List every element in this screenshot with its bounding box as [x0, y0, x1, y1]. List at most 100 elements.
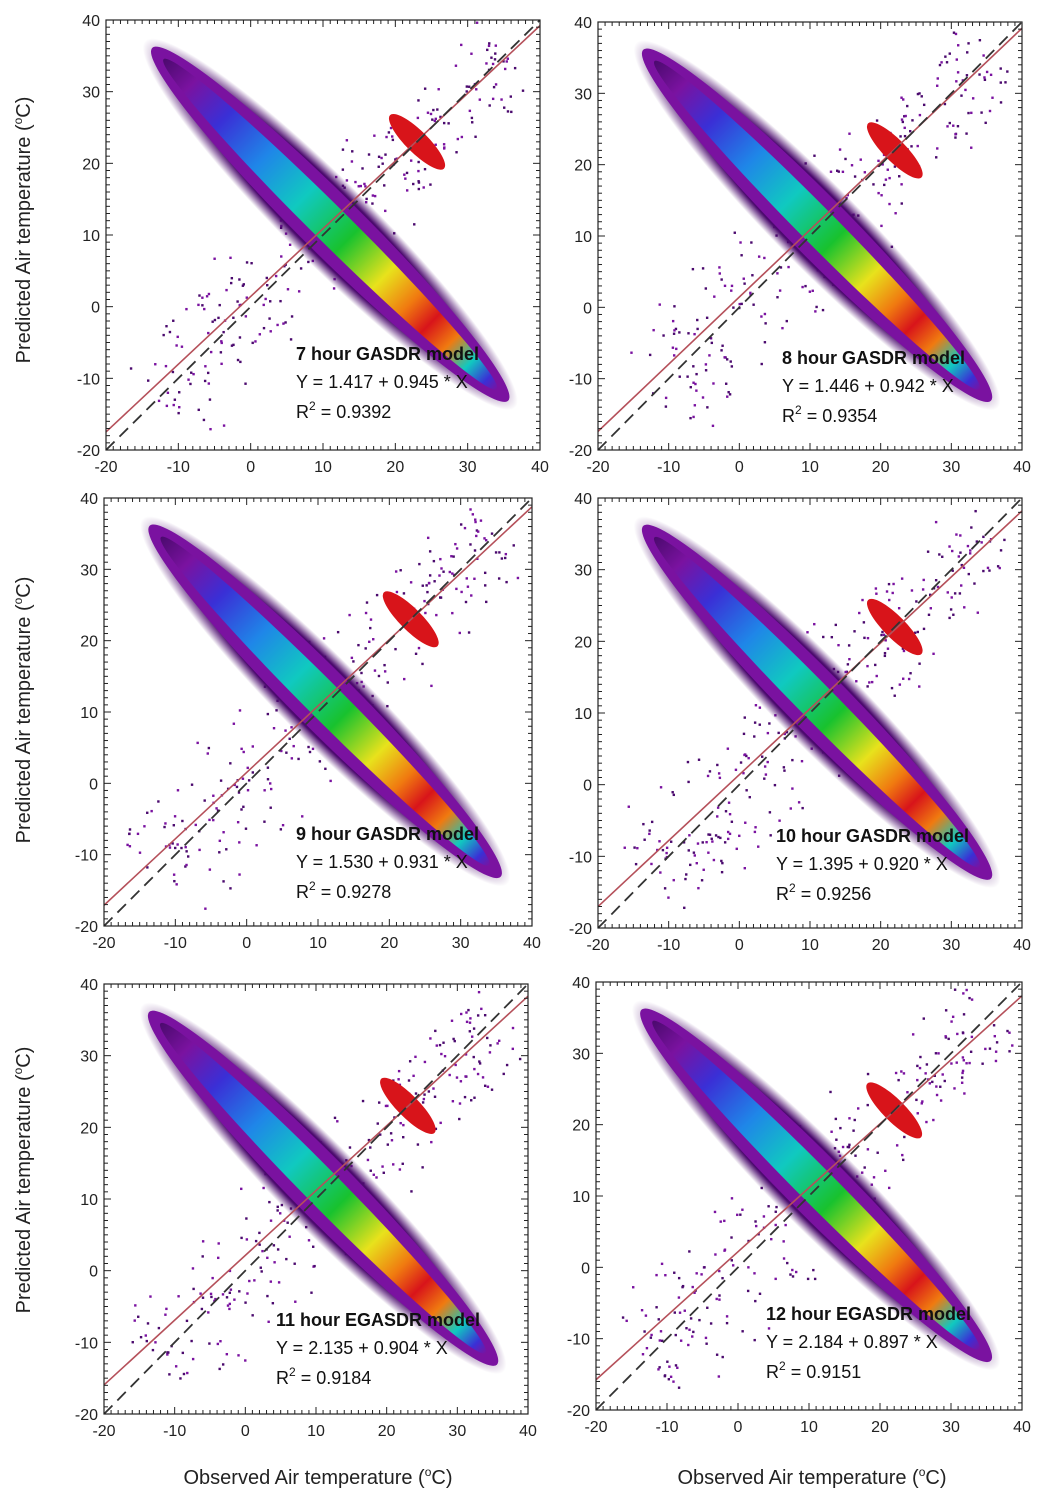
scatter-point: [918, 1066, 922, 1070]
scatter-point: [476, 530, 480, 533]
scatter-point: [402, 1123, 405, 1127]
scatter-point: [711, 840, 714, 843]
x-tick-label: 20: [378, 1423, 396, 1440]
scatter-point: [726, 747, 730, 750]
scatter-point: [959, 534, 962, 537]
scatter-point: [399, 569, 402, 572]
scatter-point: [146, 1322, 150, 1325]
scatter-point: [674, 1364, 678, 1367]
r-squared-label: R: [296, 882, 309, 902]
scatter-point: [433, 119, 437, 123]
density-core: [653, 60, 981, 390]
scatter-point: [221, 1363, 225, 1366]
scatter-point: [221, 1293, 225, 1296]
scatter-point: [887, 1186, 891, 1190]
scatter-point: [176, 335, 179, 339]
scatter-point: [938, 553, 941, 556]
scatter-point: [668, 1365, 671, 1368]
panel-2: -20 -10 0 10 20 30 40 -20 -10 0 10 20 30 40 8 hour GAS…: [569, 15, 1031, 476]
y-axis-title-prefix: Predicted Air temperature (: [13, 1074, 35, 1313]
scatter-point: [201, 296, 204, 299]
scatter-point: [955, 80, 958, 83]
scatter-point: [918, 113, 922, 117]
scatter-point: [881, 163, 884, 166]
scatter-point: [175, 883, 178, 886]
y-tick-label: 20: [574, 158, 592, 175]
scatter-point: [435, 1044, 438, 1047]
scatter-point: [468, 85, 471, 88]
scatter-point: [898, 175, 901, 178]
scatter-point: [835, 1138, 838, 1141]
scatter-point: [922, 578, 925, 582]
scatter-point: [460, 590, 463, 594]
x-tick-label: -20: [92, 935, 115, 952]
scatter-point: [701, 267, 705, 270]
scatter-point: [266, 778, 270, 781]
scatter-point: [661, 848, 665, 852]
scatter-point: [783, 732, 786, 736]
scatter-point: [715, 1353, 719, 1356]
scatter-point: [973, 582, 976, 585]
regression-equation: Y = 1.446 + 0.942 * X: [782, 376, 954, 396]
scatter-point: [738, 302, 741, 306]
scatter-point: [686, 375, 689, 378]
x-tick-label: -20: [586, 937, 609, 954]
scatter-point: [266, 283, 269, 287]
scatter-point: [783, 769, 786, 772]
scatter-point: [746, 1289, 750, 1293]
ticks: [597, 497, 1023, 929]
scatter-point: [952, 613, 955, 616]
scatter-point: [705, 1342, 708, 1345]
scatter-point: [847, 1145, 851, 1149]
scatter-point: [730, 820, 734, 823]
scatter-point: [970, 1035, 974, 1039]
scatter-point: [451, 572, 454, 575]
scatter-point: [179, 1377, 182, 1380]
scatter-point: [367, 153, 371, 156]
scatter-point: [271, 1302, 275, 1305]
scatter-point: [238, 278, 241, 281]
r-squared-label: R: [276, 1368, 289, 1388]
scatter-point: [753, 735, 756, 738]
scatter-point: [720, 278, 723, 281]
scatter-point: [417, 160, 420, 164]
scatter-point: [157, 800, 160, 803]
scatter-point: [162, 333, 165, 337]
scatter-point: [769, 834, 772, 837]
scatter-point: [185, 863, 188, 867]
scatter-point: [490, 1088, 494, 1091]
scatter-point: [858, 611, 861, 615]
scatter-point: [332, 287, 336, 290]
scatter-point: [469, 508, 472, 511]
scatter-point: [216, 809, 220, 812]
scatter-point: [471, 513, 475, 516]
scatter-point: [409, 159, 413, 162]
scatter-point: [190, 1339, 193, 1343]
scatter-point: [724, 382, 728, 385]
scatter-point: [348, 1146, 352, 1149]
x-axis-title-sup: o: [919, 1465, 926, 1479]
scatter-point: [965, 74, 969, 77]
scatter-point: [813, 1277, 817, 1281]
scatter-point: [967, 572, 970, 576]
x-axis-title-suffix: C): [925, 1467, 946, 1489]
scatter-point: [172, 873, 176, 876]
scatter-point: [437, 88, 440, 91]
scatter-point: [301, 815, 304, 818]
y-tick-label: 40: [80, 977, 98, 994]
scatter-point: [785, 319, 788, 323]
scatter-point: [128, 828, 132, 831]
scatter-point: [494, 52, 497, 55]
scatter-point: [258, 1231, 261, 1235]
x-tick-label: 40: [523, 935, 541, 952]
scatter-point: [484, 584, 487, 587]
scatter-point: [812, 1268, 815, 1272]
r-squared-value: = 0.9184: [296, 1368, 372, 1388]
scatter-point: [222, 330, 225, 334]
scatter-point: [359, 184, 363, 188]
scatter-point: [397, 1069, 401, 1073]
scatter-point: [178, 405, 181, 409]
scatter-point: [464, 1075, 467, 1078]
scatter-point: [294, 1300, 297, 1303]
scatter-point: [714, 834, 718, 837]
